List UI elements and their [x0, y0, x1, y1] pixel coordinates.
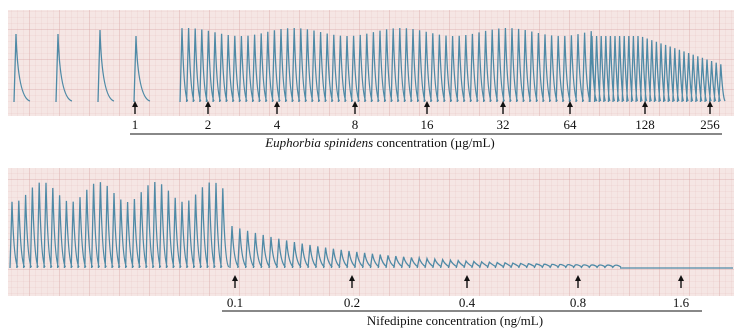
concentration-label: 256 — [700, 117, 720, 132]
concentration-label: 0.2 — [344, 295, 360, 310]
concentration-label: 64 — [564, 117, 578, 132]
concentration-label: 128 — [635, 117, 655, 132]
figure: 1 2 4 8 16 32 64 128 256 Euphorbia spinidens conc… — [0, 0, 741, 329]
concentration-label: 1.6 — [673, 295, 690, 310]
caption-text: concentration (µg/mL) — [373, 135, 495, 150]
concentration-label: 0.4 — [459, 295, 476, 310]
concentration-label: 2 — [205, 117, 212, 132]
concentration-label: 1 — [132, 117, 139, 132]
caption: Euphorbia spinidens concentration (µg/mL… — [264, 135, 495, 150]
concentration-label: 0.8 — [570, 295, 586, 310]
concentration-label: 4 — [274, 117, 281, 132]
concentration-label: 16 — [421, 117, 435, 132]
caption: Nifedipine concentration (ng/mL) — [367, 313, 543, 328]
concentration-label: 8 — [352, 117, 359, 132]
concentration-label: 32 — [497, 117, 510, 132]
chart-grid — [8, 168, 734, 296]
caption-species: Euphorbia spinidens — [264, 135, 373, 150]
caption-text: Nifedipine concentration (ng/mL) — [367, 313, 543, 328]
page: {"panels": [ {"labels": ["1", "2", "4", … — [0, 0, 741, 329]
concentration-label: 0.1 — [227, 295, 243, 310]
